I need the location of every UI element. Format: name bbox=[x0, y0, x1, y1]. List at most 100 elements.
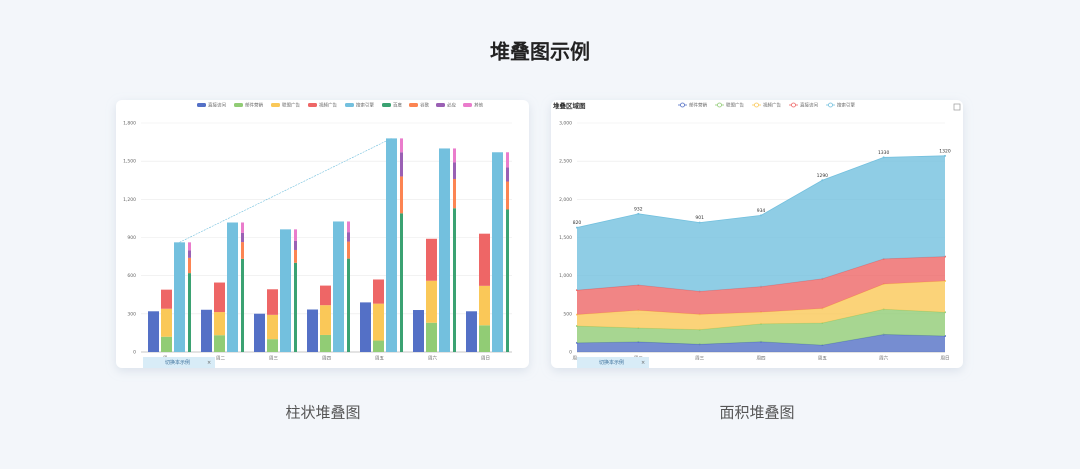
bar bbox=[373, 340, 384, 352]
caption: 面积堆叠图 bbox=[719, 404, 794, 422]
chart-title: 堆叠区域图 bbox=[553, 101, 586, 110]
bar bbox=[267, 289, 278, 315]
area bbox=[577, 155, 945, 292]
bar bbox=[453, 148, 456, 163]
bar bbox=[479, 285, 490, 326]
x-tick-label: 周日 bbox=[941, 356, 950, 362]
point bbox=[760, 214, 762, 217]
data-label: 1330 bbox=[878, 150, 890, 156]
bar bbox=[307, 309, 318, 352]
point bbox=[576, 226, 578, 229]
tab-close[interactable]: × bbox=[641, 360, 645, 366]
bar bbox=[400, 138, 403, 153]
legend-label: 搜索引擎 bbox=[356, 102, 374, 109]
y-tick-label: 1,200 bbox=[123, 197, 136, 203]
legend-dot bbox=[680, 102, 685, 108]
bar bbox=[241, 222, 244, 233]
legend-swatch bbox=[271, 103, 280, 107]
bar bbox=[174, 242, 185, 352]
y-tick-label: 300 bbox=[127, 311, 136, 317]
legend-label: 其他 bbox=[474, 102, 483, 109]
bar bbox=[506, 167, 509, 182]
tab-close[interactable]: × bbox=[207, 360, 211, 366]
bar bbox=[241, 258, 244, 352]
y-tick-label: 2,500 bbox=[559, 159, 572, 165]
legend-label: 联盟广告 bbox=[726, 102, 744, 109]
bar bbox=[201, 309, 212, 352]
bar bbox=[241, 242, 244, 259]
area bbox=[577, 281, 945, 330]
caption: 柱状堆叠图 bbox=[285, 404, 360, 422]
bar bbox=[241, 232, 244, 243]
data-label: 934 bbox=[757, 208, 766, 214]
bar bbox=[214, 312, 225, 336]
bar bbox=[426, 280, 437, 323]
bar bbox=[280, 229, 291, 352]
bar bbox=[453, 162, 456, 179]
page-title: 堆叠图示例 bbox=[490, 40, 590, 64]
bar bbox=[214, 335, 225, 352]
y-tick-label: 3,000 bbox=[559, 121, 572, 127]
legend-label: 联盟广告 bbox=[282, 102, 300, 109]
bar bbox=[506, 181, 509, 210]
toolbox-icon[interactable] bbox=[953, 103, 961, 111]
bar bbox=[267, 339, 278, 352]
tab-label[interactable]: 切换本示例 bbox=[599, 359, 624, 366]
legend-label: 邮件营销 bbox=[689, 102, 707, 109]
legend-swatch bbox=[197, 103, 206, 107]
x-tick-label: 周四 bbox=[757, 356, 766, 362]
data-label: 820 bbox=[573, 220, 582, 226]
bar bbox=[506, 152, 509, 168]
tab[interactable] bbox=[577, 357, 649, 368]
legend-label: 搜索引擎 bbox=[837, 102, 855, 109]
bar bbox=[320, 334, 331, 352]
bar bbox=[294, 240, 297, 250]
bar bbox=[254, 313, 265, 352]
legend-swatch bbox=[308, 103, 317, 107]
legend-label: 视频广告 bbox=[763, 102, 781, 109]
bar bbox=[426, 238, 437, 281]
legend-label: 邮件营销 bbox=[245, 102, 263, 109]
bar bbox=[294, 262, 297, 352]
x-tick-label: 周二 bbox=[216, 356, 225, 362]
bar bbox=[148, 311, 159, 352]
bar bbox=[294, 249, 297, 263]
bar bbox=[347, 232, 350, 242]
legend-swatch bbox=[463, 103, 472, 107]
point bbox=[637, 212, 640, 215]
bar bbox=[347, 241, 350, 259]
bar bbox=[347, 258, 350, 352]
legend-label: 百度 bbox=[393, 102, 402, 109]
bar bbox=[294, 229, 297, 241]
legend-swatch bbox=[345, 103, 354, 107]
bar bbox=[400, 213, 403, 352]
bar bbox=[479, 233, 490, 286]
bar bbox=[347, 221, 350, 233]
point bbox=[882, 156, 885, 159]
y-tick-label: 0 bbox=[569, 350, 572, 356]
bar bbox=[267, 314, 278, 340]
y-tick-label: 1,500 bbox=[123, 159, 136, 165]
bar bbox=[161, 308, 172, 337]
bar bbox=[400, 176, 403, 214]
bar bbox=[360, 302, 371, 352]
y-tick-label: 1,800 bbox=[123, 121, 136, 127]
x-tick-label: 周三 bbox=[695, 356, 704, 362]
x-tick-label: 周五 bbox=[375, 356, 384, 362]
legend-dot bbox=[754, 102, 759, 108]
tab-label[interactable]: 切换本示例 bbox=[165, 359, 190, 366]
bar bbox=[161, 289, 172, 309]
point bbox=[698, 221, 701, 224]
bar bbox=[492, 152, 503, 352]
icon[interactable] bbox=[953, 103, 961, 111]
tab[interactable] bbox=[143, 357, 215, 368]
bar bbox=[227, 222, 238, 352]
y-tick-label: 1,500 bbox=[559, 235, 572, 241]
legend-swatch bbox=[234, 103, 243, 107]
bar bbox=[333, 221, 344, 352]
area bbox=[577, 334, 945, 352]
bar bbox=[373, 279, 384, 304]
legend-swatch bbox=[409, 103, 418, 107]
bar bbox=[439, 148, 450, 352]
bar bbox=[188, 250, 191, 258]
